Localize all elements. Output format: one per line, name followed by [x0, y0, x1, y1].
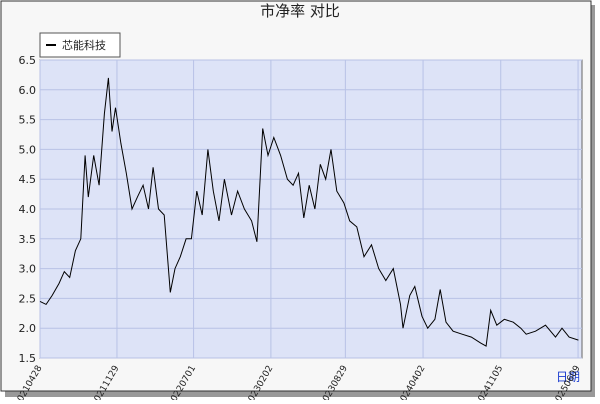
legend: 芯能科技: [39, 32, 121, 58]
y-tick-label: 2.5: [19, 292, 37, 305]
legend-label: 芯能科技: [62, 38, 106, 52]
series-line: [39, 77, 579, 347]
chart-title: 市净率 对比: [260, 2, 340, 20]
y-tick-label: 4.5: [19, 173, 37, 186]
y-tick-label: 4.0: [19, 203, 37, 216]
y-tick-label: 3.0: [19, 263, 37, 276]
x-axis-label: 日期: [556, 370, 580, 384]
y-tick-label: 5.5: [19, 114, 37, 127]
y-tick-label: 1.5: [19, 352, 37, 365]
y-tick-label: 2.0: [19, 322, 37, 335]
y-tick-label: 5.0: [19, 143, 37, 156]
y-tick-label: 3.5: [19, 233, 37, 246]
y-tick-label: 6.0: [19, 84, 37, 97]
y-tick-label: 6.5: [19, 54, 37, 67]
